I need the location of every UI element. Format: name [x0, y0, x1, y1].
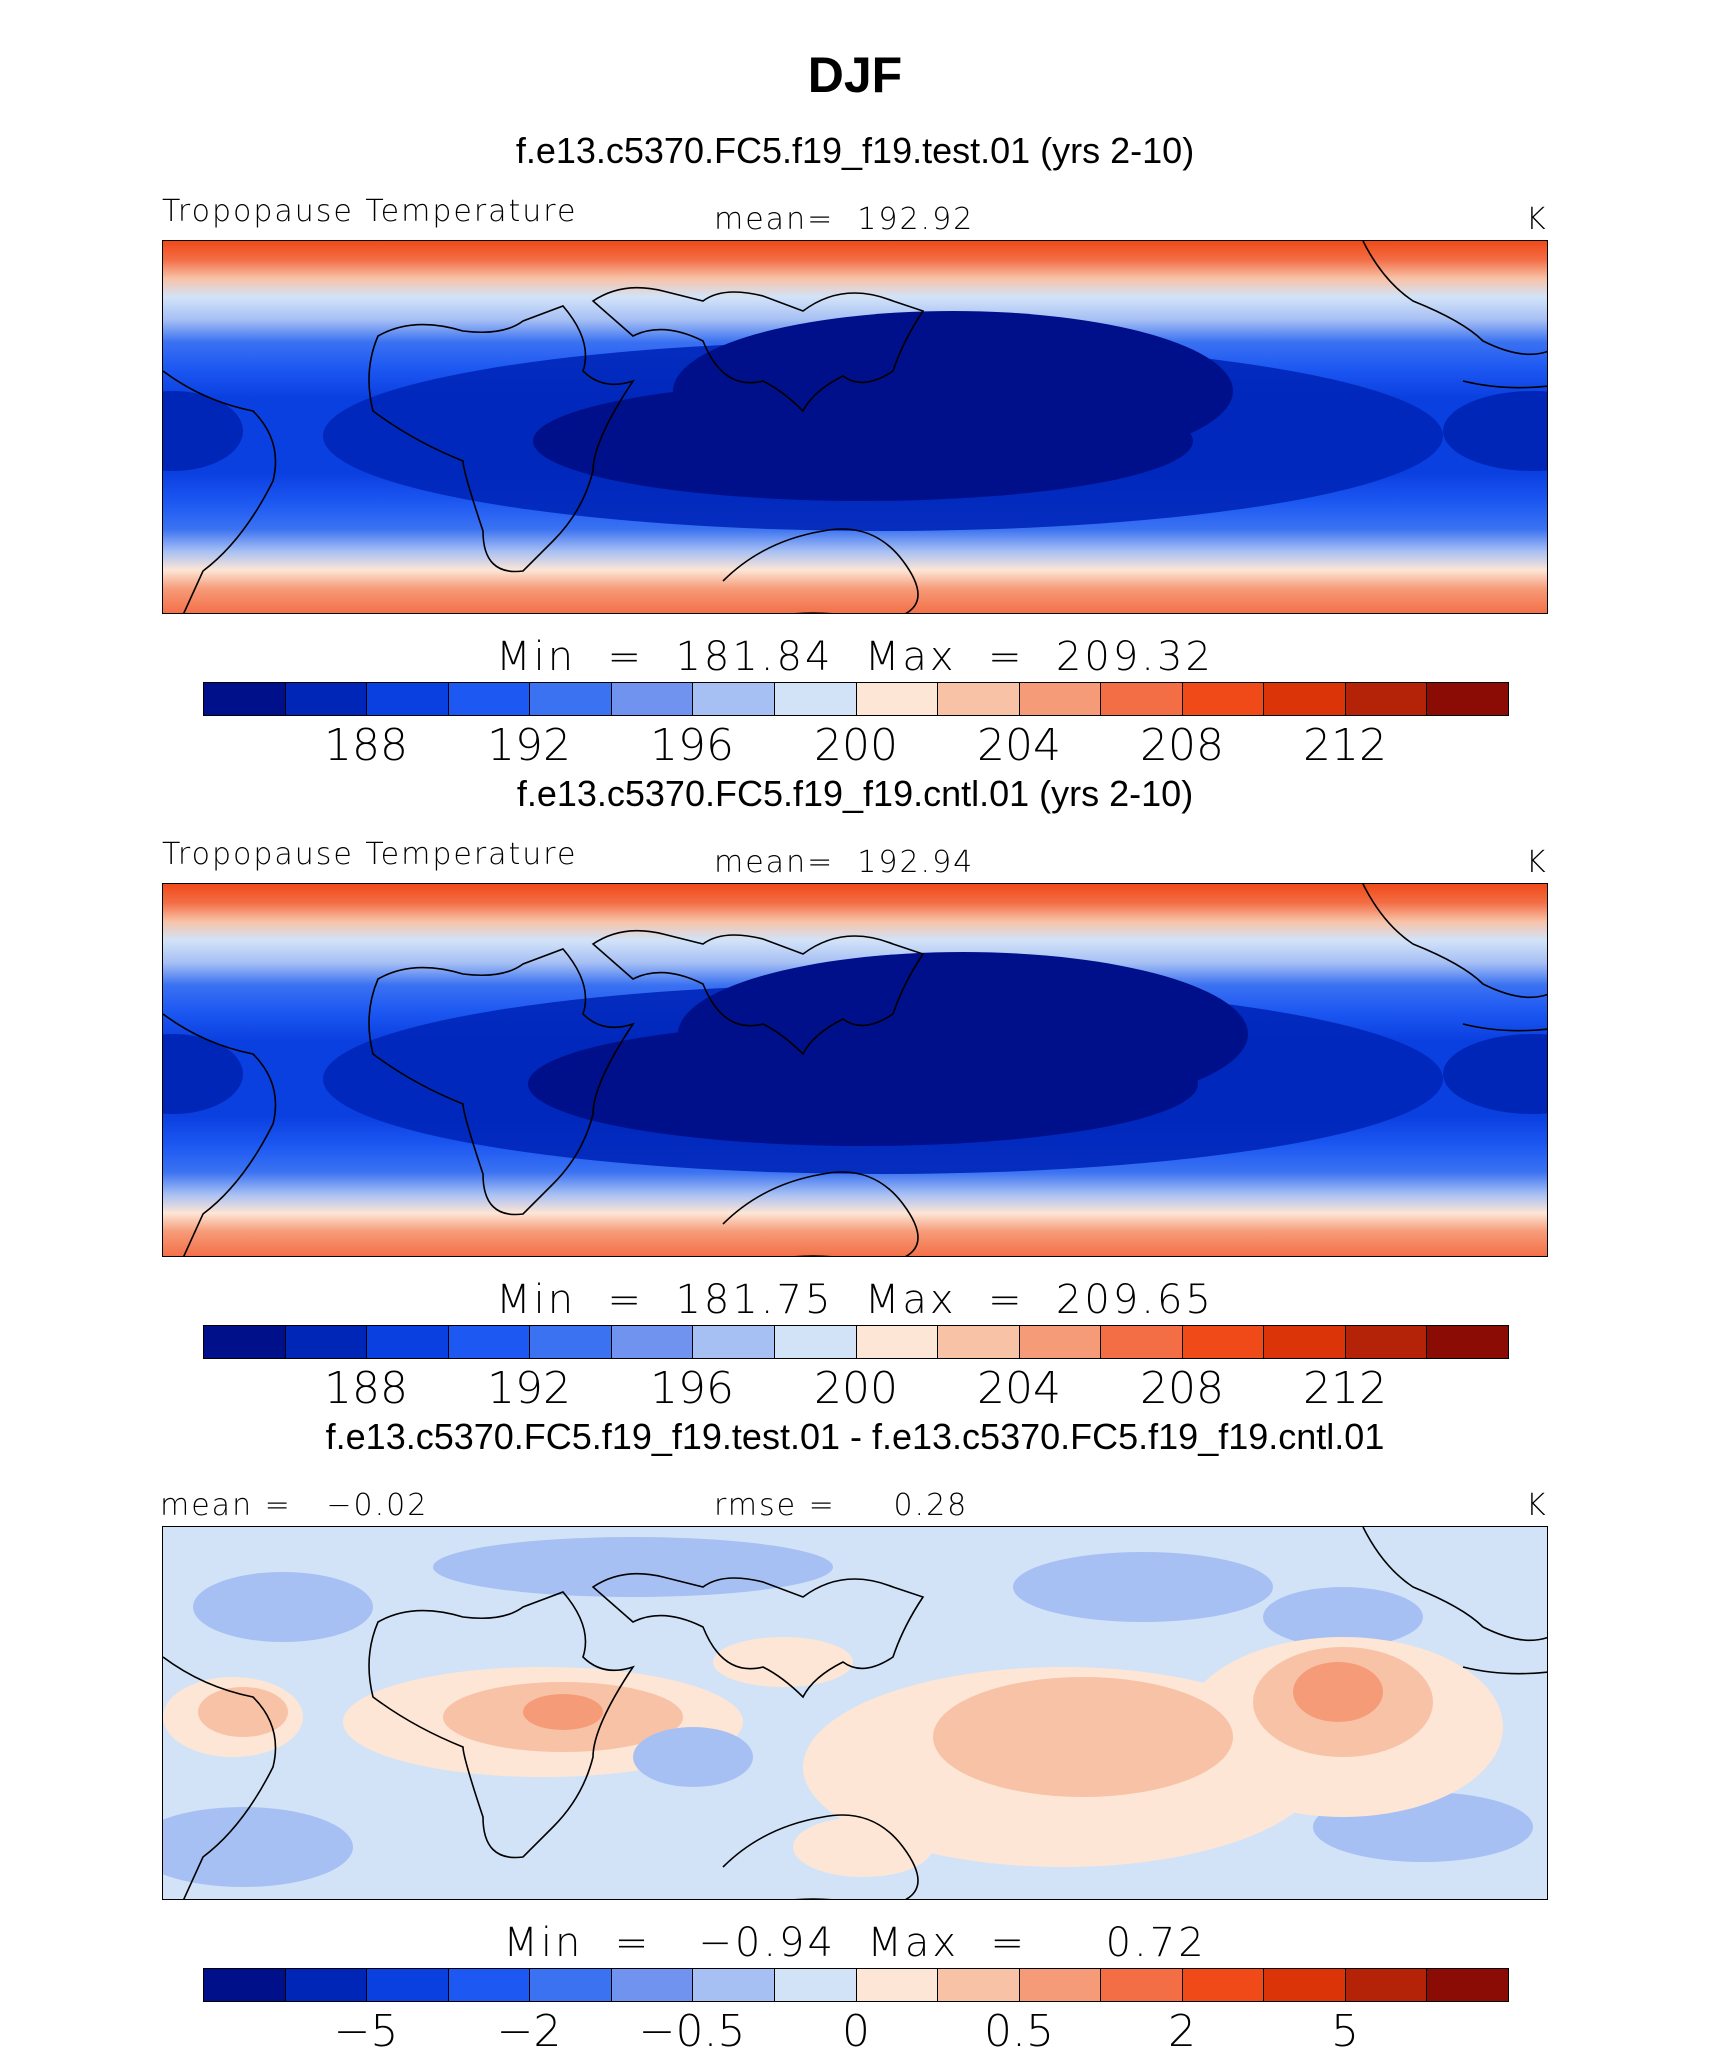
colorbar-swatch: [774, 1969, 857, 2001]
colorbar-swatch: [1264, 683, 1346, 715]
min-max-label: Min = −0.94 Max = 0.72: [503, 1920, 1207, 1966]
colorbar-swatch: [204, 1326, 286, 1358]
colorbar-swatch: [1264, 1326, 1346, 1358]
colorbar-swatch: [448, 1326, 531, 1358]
colorbar-swatch: [693, 683, 775, 715]
colorbar-swatch: [204, 1969, 286, 2001]
min-max-label: Min = 181.75 Max = 209.65: [496, 1277, 1214, 1323]
mean-label: mean= 192.92: [714, 202, 975, 237]
colorbar-swatch: [1182, 1326, 1265, 1358]
colorbar-swatch: [530, 1326, 612, 1358]
main-title: DJF: [807, 47, 903, 103]
colorbar-swatch: [938, 683, 1020, 715]
colorbar-ticks: 188 192 196 200 204 208 212: [0, 720, 1710, 771]
case-title: f.e13.c5370.FC5.f19_f19.cntl.01 (yrs 2-1…: [516, 773, 1194, 814]
colorbar-swatch: [1427, 683, 1508, 715]
colorbar-tick-label: 204: [977, 720, 1061, 771]
colorbar-swatch: [367, 1969, 449, 2001]
colorbar-tick-label: −5: [333, 2006, 399, 2057]
tropopause-temperature-map: [162, 883, 1548, 1257]
colorbar-swatch: [774, 1326, 857, 1358]
colorbar-tick-label: 212: [1303, 1363, 1387, 1414]
mean-label: mean= 192.94: [714, 845, 975, 880]
colorbar-tick-label: 188: [324, 720, 408, 771]
min-max-label: Min = 181.84 Max = 209.32: [496, 634, 1214, 680]
variable-label: Tropopause Temperature: [162, 837, 578, 872]
colorbar-swatch: [693, 1326, 775, 1358]
colorbar-swatch: [285, 1969, 368, 2001]
colorbar: [203, 682, 1509, 716]
colorbar-swatch: [1427, 1326, 1508, 1358]
panel-difference: f.e13.c5370.FC5.f19_f19.test.01 - f.e13.…: [0, 1416, 1710, 2057]
case-title: f.e13.c5370.FC5.f19_f19.test.01 (yrs 2-1…: [515, 130, 1195, 171]
colorbar-tick-label: 204: [977, 1363, 1061, 1414]
colorbar-swatch: [693, 1969, 775, 2001]
unit-label: K: [1526, 1488, 1548, 1523]
colorbar-tick-label: 5: [1331, 2006, 1359, 2057]
colorbar-swatch: [1427, 1969, 1508, 2001]
colorbar-tick-label: 200: [814, 720, 898, 771]
colorbar-tick-label: 2: [1168, 2006, 1196, 2057]
colorbar-swatch: [1182, 683, 1265, 715]
colorbar-swatch: [938, 1326, 1020, 1358]
mean-label: mean = −0.02: [160, 1488, 429, 1523]
rmse-label: rmse = 0.28: [714, 1488, 969, 1523]
colorbar-tick-label: 196: [650, 720, 734, 771]
unit-label: K: [1526, 845, 1548, 880]
colorbar-swatch: [856, 1326, 939, 1358]
colorbar-swatch: [1101, 1326, 1183, 1358]
colorbar-swatch: [1019, 683, 1102, 715]
colorbar-swatch: [1264, 1969, 1346, 2001]
colorbar-swatch: [611, 1969, 694, 2001]
colorbar-ticks: 188 192 196 200 204 208 212: [0, 1363, 1710, 1414]
colorbar-swatch: [774, 683, 857, 715]
colorbar-swatch: [367, 683, 449, 715]
colorbar-tick-label: −2: [496, 2006, 562, 2057]
colorbar-swatch: [1019, 1326, 1102, 1358]
colorbar-tick-label: 196: [650, 1363, 734, 1414]
difference-map: [162, 1526, 1548, 1900]
colorbar-swatch: [1345, 1969, 1428, 2001]
colorbar-swatch: [611, 1326, 694, 1358]
colorbar-swatch: [448, 1969, 531, 2001]
unit-label: K: [1526, 202, 1548, 237]
tropopause-temperature-map: [162, 240, 1548, 614]
colorbar-tick-label: 208: [1140, 1363, 1224, 1414]
case-title: f.e13.c5370.FC5.f19_f19.test.01 - f.e13.…: [325, 1416, 1385, 1457]
colorbar-swatch: [1345, 683, 1428, 715]
colorbar-swatch: [530, 1969, 612, 2001]
colorbar-swatch: [448, 683, 531, 715]
colorbar-tick-label: 200: [814, 1363, 898, 1414]
panel-test: f.e13.c5370.FC5.f19_f19.test.01 (yrs 2-1…: [0, 130, 1710, 771]
colorbar-swatch: [530, 683, 612, 715]
colorbar-swatch: [1019, 1969, 1102, 2001]
colorbar-swatch: [1345, 1326, 1428, 1358]
colorbar-swatch: [856, 1969, 939, 2001]
colorbar-swatch: [938, 1969, 1020, 2001]
colorbar-tick-label: −0.5: [638, 2006, 746, 2057]
colorbar-tick-label: 208: [1140, 720, 1224, 771]
colorbar-tick-label: 212: [1303, 720, 1387, 771]
colorbar-tick-label: 192: [487, 1363, 571, 1414]
colorbar-swatch: [1101, 683, 1183, 715]
panel-cntl: f.e13.c5370.FC5.f19_f19.cntl.01 (yrs 2-1…: [0, 773, 1710, 1414]
colorbar-tick-label: 188: [324, 1363, 408, 1414]
colorbar-swatch: [1182, 1969, 1265, 2001]
colorbar-swatch: [1101, 1969, 1183, 2001]
colorbar-swatch: [856, 683, 939, 715]
colorbar-swatch: [285, 1326, 368, 1358]
colorbar-swatch: [611, 683, 694, 715]
colorbar-tick-label: 192: [487, 720, 571, 771]
colorbar-ticks: −5 −2 −0.5 0 0.5 2 5: [0, 2006, 1710, 2057]
colorbar-tick-label: 0.5: [984, 2006, 1054, 2057]
colorbar: [203, 1325, 1509, 1359]
colorbar-swatch: [204, 683, 286, 715]
colorbar-swatch: [367, 1326, 449, 1358]
colorbar-tick-label: 0: [842, 2006, 870, 2057]
colorbar: [203, 1968, 1509, 2002]
variable-label: Tropopause Temperature: [162, 194, 578, 229]
colorbar-swatch: [285, 683, 368, 715]
